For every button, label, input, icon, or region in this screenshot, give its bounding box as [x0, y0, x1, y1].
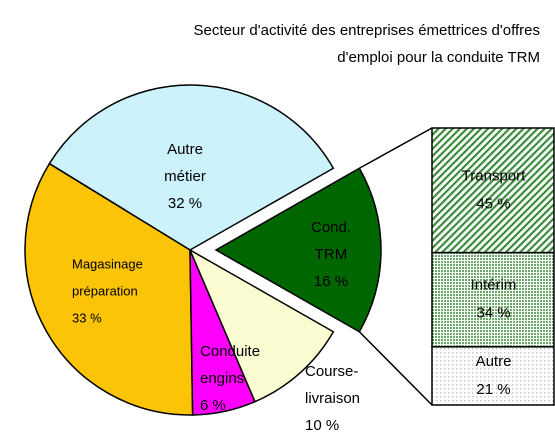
- slice-label: Course-: [305, 363, 358, 380]
- bar-segment: [431, 127, 555, 254]
- chart-title: Secteur d'activité des entreprises émett…: [194, 22, 540, 39]
- pie-slice: [214, 167, 382, 333]
- bar-value-label: 21 %: [476, 381, 510, 398]
- bar-label: Autre: [476, 353, 512, 370]
- connector: [358, 127, 433, 169]
- slice-label: Magasinage: [72, 256, 143, 271]
- chart-title: d'emploi pour la conduite TRM: [337, 49, 540, 66]
- slice-value-label: 10 %: [305, 417, 339, 434]
- slice-label: préparation: [72, 283, 138, 298]
- slice-value-label: 16 %: [314, 273, 348, 290]
- slice-label: Autre: [167, 141, 203, 158]
- slice-value-label: 6 %: [200, 397, 226, 414]
- slice-label: Cond.: [311, 219, 351, 236]
- slice-label: TRM: [315, 246, 348, 263]
- bar-segment: [431, 251, 555, 348]
- bar-value-label: 45 %: [476, 195, 510, 212]
- slice-label: livraison: [305, 390, 360, 407]
- connector: [358, 331, 433, 406]
- slice-value-label: 33 %: [72, 310, 102, 325]
- bar-label: Transport: [462, 167, 526, 184]
- slice-label: Conduite: [200, 343, 260, 360]
- pie-slice: [24, 162, 194, 416]
- slice-value-label: 32 %: [168, 195, 202, 212]
- bar-value-label: 34 %: [476, 305, 510, 322]
- pie-slice: [48, 84, 335, 251]
- pie-slice: [188, 248, 335, 403]
- bar-label: Intérim: [471, 277, 517, 294]
- bar-segment: [431, 346, 555, 406]
- slice-label: métier: [164, 168, 206, 185]
- slice-label: engins: [200, 370, 244, 387]
